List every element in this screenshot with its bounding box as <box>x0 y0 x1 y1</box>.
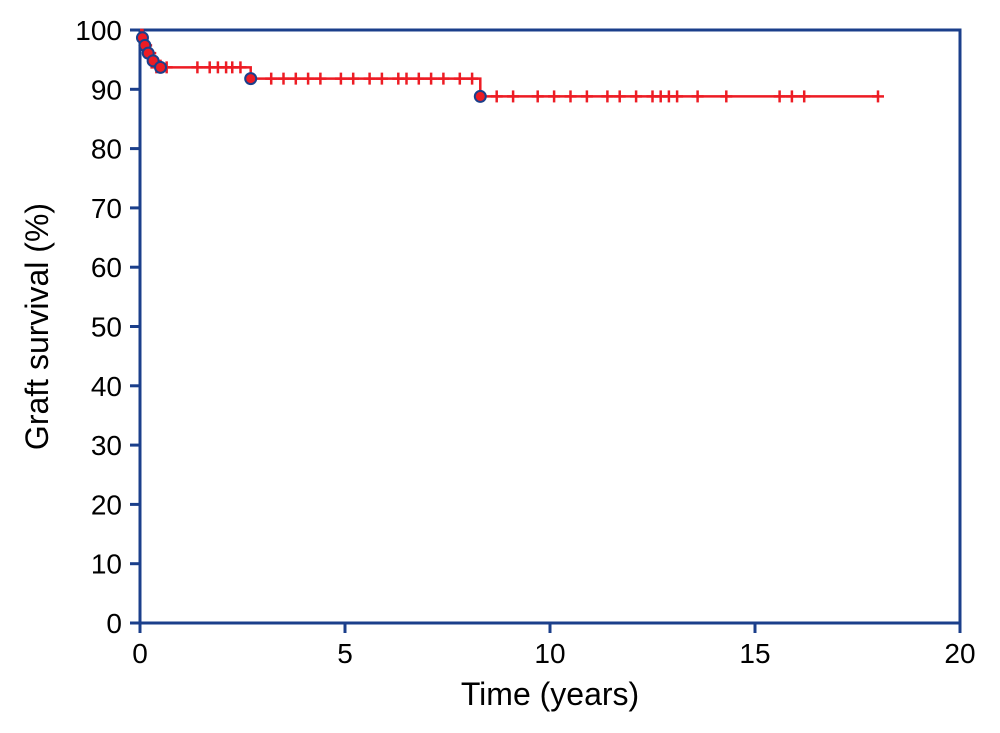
event-mark-icon <box>245 73 256 84</box>
y-tick-label: 100 <box>75 15 122 46</box>
x-tick-label: 15 <box>739 638 770 669</box>
survival-chart: 0 5 10 15 20 0 10 20 30 40 50 60 70 80 90 100 Time (year… <box>0 0 1000 733</box>
chart-svg: 0 5 10 15 20 0 10 20 30 40 50 60 70 80 90 100 Time (year… <box>0 0 1000 733</box>
x-tick-label: 20 <box>944 638 975 669</box>
event-mark-icon <box>475 91 486 102</box>
y-tick-label: 10 <box>91 549 122 580</box>
y-tick-label: 20 <box>91 489 122 520</box>
x-tick-label: 5 <box>337 638 353 669</box>
y-tick-label: 80 <box>91 134 122 165</box>
x-tick-label: 0 <box>132 638 148 669</box>
y-axis-label: Graft survival (%) <box>19 203 55 450</box>
y-tick-label: 30 <box>91 430 122 461</box>
x-tick-label: 10 <box>534 638 565 669</box>
event-mark-icon <box>155 62 166 73</box>
y-tick-label: 70 <box>91 193 122 224</box>
x-axis-label: Time (years) <box>461 676 639 712</box>
y-tick-label: 40 <box>91 371 122 402</box>
y-tick-label: 50 <box>91 312 122 343</box>
y-tick-label: 90 <box>91 74 122 105</box>
y-tick-label: 0 <box>106 608 122 639</box>
y-tick-label: 60 <box>91 252 122 283</box>
